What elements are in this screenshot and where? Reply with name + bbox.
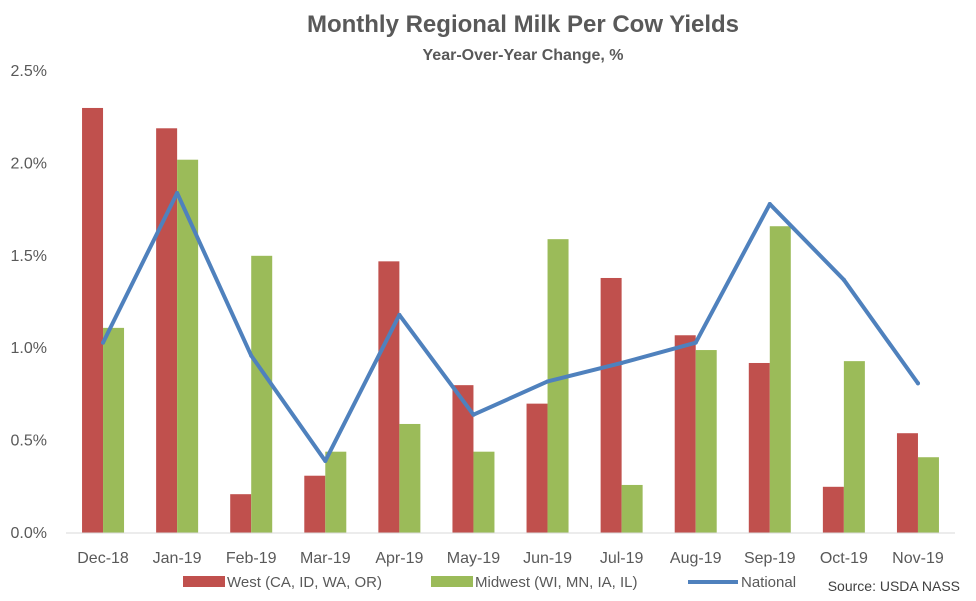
bar-midwest xyxy=(695,350,717,533)
y-tick-label: 0.5% xyxy=(11,433,47,450)
bar-midwest xyxy=(325,451,347,533)
legend-swatch xyxy=(183,576,225,587)
y-axis: 0.0% 0.5% 1.0% 1.5% 2.0% 2.5% xyxy=(11,63,47,542)
y-tick-label: 0.0% xyxy=(11,525,47,542)
x-tick-label: Jul-19 xyxy=(600,550,644,567)
bar-west xyxy=(526,403,548,533)
source-note: Source: USDA NASS xyxy=(828,578,960,594)
point-national xyxy=(249,353,254,358)
legend: West (CA, ID, WA, OR) Midwest (WI, MN, IA… xyxy=(183,574,796,591)
bar-midwest xyxy=(177,159,199,534)
bar-midwest xyxy=(473,451,495,533)
chart-subtitle: Year-Over-Year Change, % xyxy=(423,47,624,64)
point-national xyxy=(915,381,920,386)
series-line-national xyxy=(101,190,920,463)
bar-midwest xyxy=(843,361,865,533)
bar-west xyxy=(452,385,474,533)
point-national xyxy=(471,412,476,417)
bar-west xyxy=(674,335,696,533)
point-national xyxy=(841,277,846,282)
bar-west xyxy=(156,128,178,533)
y-tick-label: 1.5% xyxy=(11,248,47,265)
bar-midwest xyxy=(547,239,569,533)
legend-label: Midwest (WI, MN, IA, IL) xyxy=(475,574,638,591)
national-line-group xyxy=(101,190,920,463)
y-tick-label: 1.0% xyxy=(11,340,47,357)
x-tick-label: Mar-19 xyxy=(300,550,351,567)
x-tick-label: Jan-19 xyxy=(153,550,202,567)
point-national xyxy=(323,458,328,463)
bar-midwest xyxy=(621,484,643,533)
bar-west xyxy=(304,475,326,533)
bar-midwest xyxy=(399,423,421,533)
bar-west xyxy=(748,362,770,533)
x-tick-label: Sep-19 xyxy=(744,550,796,567)
bar-west xyxy=(600,277,622,533)
x-tick-label: Feb-19 xyxy=(226,550,277,567)
y-tick-label: 2.0% xyxy=(11,155,47,172)
bar-midwest xyxy=(251,255,273,534)
x-tick-label: Nov-19 xyxy=(892,550,944,567)
bar-west xyxy=(230,494,252,533)
bars xyxy=(82,107,939,534)
point-national xyxy=(175,190,180,195)
bar-midwest xyxy=(769,226,791,533)
bar-west xyxy=(378,261,400,533)
bar-west xyxy=(896,433,918,533)
legend-swatch xyxy=(431,576,473,587)
point-national xyxy=(693,340,698,345)
point-national xyxy=(397,312,402,317)
x-tick-label: May-19 xyxy=(447,550,500,567)
bar-west xyxy=(822,486,844,533)
x-tick-label: Apr-19 xyxy=(375,550,423,567)
point-national xyxy=(545,379,550,384)
legend-label: West (CA, ID, WA, OR) xyxy=(227,574,382,591)
x-axis: Dec-18 Jan-19 Feb-19 Mar-19 Apr-19 May-19 Jun-… xyxy=(66,532,955,567)
x-tick-label: Oct-19 xyxy=(820,550,868,567)
x-tick-label: Dec-18 xyxy=(77,550,129,567)
y-tick-label: 2.5% xyxy=(11,63,47,80)
point-national xyxy=(101,340,106,345)
point-national xyxy=(619,360,624,365)
x-tick-label: Jun-19 xyxy=(523,550,572,567)
legend-label: National xyxy=(741,574,796,591)
bar-midwest xyxy=(103,327,125,533)
chart-title: Monthly Regional Milk Per Cow Yields xyxy=(307,11,739,38)
bar-west xyxy=(82,107,104,534)
x-tick-label: Aug-19 xyxy=(670,550,722,567)
point-national xyxy=(767,202,772,207)
bar-midwest xyxy=(917,457,939,533)
